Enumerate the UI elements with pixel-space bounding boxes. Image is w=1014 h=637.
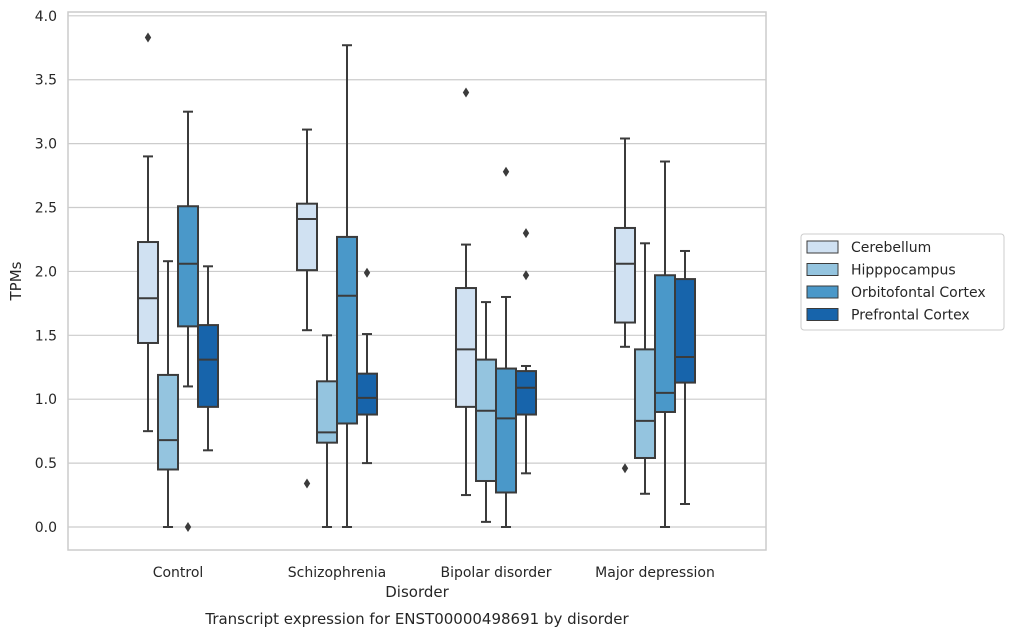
legend-swatch — [806, 285, 839, 299]
legend-label: Cerebellum — [851, 240, 931, 256]
box-iqr — [654, 274, 676, 413]
y-tick-labels: 0.0 0.5 1.0 1.5 2.0 2.5 3.0 3.5 4.0 — [35, 9, 57, 536]
gridlines — [68, 15, 766, 528]
y-tick-label: 0.0 — [35, 520, 57, 536]
box-iqr — [495, 367, 517, 494]
outlier-marker — [184, 521, 192, 532]
box-iqr — [157, 373, 179, 471]
box-iqr — [515, 370, 537, 416]
box-iqr — [475, 358, 497, 482]
legend-swatch — [806, 263, 839, 276]
y-tick-label: 2.0 — [35, 264, 57, 280]
box-3-1 — [177, 110, 199, 532]
box-iqr — [336, 235, 358, 425]
y-axis-title: TPMs — [7, 261, 25, 301]
box-1-2 — [296, 128, 318, 489]
y-tick-label: 3.5 — [35, 73, 57, 89]
outlier-marker — [144, 32, 152, 43]
box-2-2 — [316, 334, 338, 528]
outlier-marker — [303, 478, 311, 489]
box-4-2 — [356, 267, 378, 465]
legend-swatch — [806, 308, 839, 321]
y-tick-label: 0.5 — [35, 456, 57, 472]
box-iqr — [296, 202, 318, 272]
outlier-marker — [363, 267, 371, 278]
legend-item: Cerebellum — [806, 240, 931, 256]
legend-swatch — [806, 240, 839, 254]
box-iqr — [356, 372, 378, 416]
legend-item: Prefrontal Cortex — [806, 308, 970, 324]
chart-caption: Transcript expression for ENST0000049869… — [204, 610, 629, 628]
boxes — [137, 32, 696, 532]
x-tick-label: Bipolar disorder — [440, 565, 551, 581]
box-iqr — [197, 324, 219, 408]
y-tick-label: 1.5 — [35, 328, 57, 344]
box-4-4 — [674, 249, 696, 505]
box-2-1 — [157, 260, 179, 528]
y-tick-label: 3.0 — [35, 137, 57, 153]
box-iqr — [634, 348, 656, 459]
legend-label: Prefrontal Cortex — [851, 308, 970, 324]
legend-label: Hipppocampus — [851, 263, 956, 279]
legend-item: Hipppocampus — [806, 263, 956, 279]
outlier-marker — [621, 463, 629, 474]
box-1-3 — [455, 87, 477, 497]
x-tick-label: Schizophrenia — [288, 565, 386, 581]
box-1-4 — [614, 137, 636, 474]
box-iqr — [674, 278, 696, 384]
box-iqr — [316, 380, 338, 444]
x-tick-labels: Control Schizophrenia Bipolar disorder Majo… — [153, 565, 715, 581]
outlier-marker — [502, 166, 510, 177]
outlier-marker — [462, 87, 470, 98]
legend: Cerebellum Hipppocampus Orbitofontal Corte… — [800, 233, 1005, 331]
box-3-3 — [495, 166, 517, 528]
box-3-2 — [336, 44, 358, 528]
x-tick-label: Control — [153, 565, 204, 581]
box-2-4 — [634, 242, 656, 495]
legend-item: Orbitofontal Cortex — [806, 285, 986, 301]
x-axis-title: Disorder — [385, 583, 449, 601]
box-1-1 — [137, 32, 159, 433]
legend-label: Orbitofontal Cortex — [851, 285, 986, 301]
box-iqr — [455, 287, 477, 408]
box-4-3 — [515, 228, 537, 475]
plot-frame — [67, 11, 767, 551]
y-tick-label: 4.0 — [35, 9, 57, 25]
box-iqr — [137, 241, 159, 344]
box-4-1 — [197, 265, 219, 452]
y-tick-label: 2.5 — [35, 201, 57, 217]
box-iqr — [614, 226, 636, 324]
y-tick-label: 1.0 — [35, 392, 57, 408]
outlier-marker — [522, 270, 530, 281]
x-tick-label: Major depression — [595, 565, 715, 581]
outlier-marker — [522, 228, 530, 239]
box-iqr — [177, 205, 199, 328]
legend-frame — [800, 233, 1005, 331]
